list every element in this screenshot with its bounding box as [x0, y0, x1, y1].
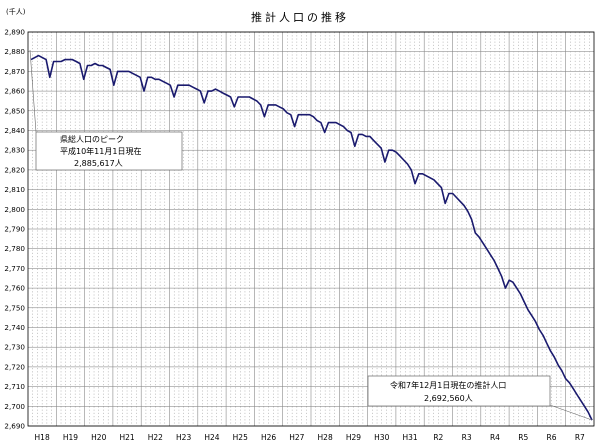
y-tick-label: 2,890 — [4, 28, 25, 37]
y-tick-label: 2,830 — [4, 146, 25, 155]
x-tick-label: R5 — [518, 433, 528, 442]
y-tick-label: 2,840 — [4, 126, 25, 135]
y-tick-label: 2,730 — [4, 343, 25, 352]
y-tick-label: 2,780 — [4, 244, 25, 253]
x-tick-label: H22 — [148, 433, 163, 442]
x-tick-label: H20 — [91, 433, 106, 442]
x-tick-label: R4 — [490, 433, 500, 442]
x-tick-label: R6 — [547, 433, 557, 442]
grid — [28, 31, 594, 427]
y-tick-label: 2,810 — [4, 185, 25, 194]
x-tick-label: H18 — [35, 433, 50, 442]
x-tick-label: H27 — [289, 433, 304, 442]
x-tick-label: H28 — [318, 433, 333, 442]
chart-title: 推計人口の推移 — [251, 10, 349, 24]
y-tick-label: 2,870 — [4, 67, 25, 76]
peak-annotation-box — [35, 131, 183, 171]
y-tick-label: 2,880 — [4, 47, 25, 56]
unit-label: (千人) — [6, 7, 26, 16]
current-annotation-box — [367, 375, 551, 407]
x-tick-label: H23 — [176, 433, 191, 442]
x-tick-label: H21 — [119, 433, 134, 442]
y-tick-label: 2,800 — [4, 205, 25, 214]
y-tick-label: 2,720 — [4, 362, 25, 371]
y-tick-label: 2,820 — [4, 165, 25, 174]
peak-annotation-line-3: 2,885,617人 — [74, 159, 123, 168]
current-annotation-leader — [549, 404, 593, 421]
plot-frame — [27, 31, 595, 427]
y-tick-label: 2,690 — [4, 422, 25, 431]
y-tick-label: 2,760 — [4, 284, 25, 293]
peak-annotation-line-2: 平成10年11月1日現在 — [60, 146, 141, 156]
y-tick-label: 2,710 — [4, 382, 25, 391]
x-tick-label: R7 — [575, 433, 585, 442]
y-tick-label: 2,790 — [4, 225, 25, 234]
x-axis-ticks: H18 H19 H20 H21 H22 H23 H24 H25 H26 H27 H28 H29 H30 H… — [35, 433, 586, 442]
x-tick-label: R3 — [462, 433, 472, 442]
y-axis-ticks: 2,890 2,880 2,870 2,860 2,850 2,840 2,830 2,820… — [4, 28, 25, 431]
x-tick-label: H24 — [204, 433, 219, 442]
x-tick-label: H25 — [233, 433, 248, 442]
peak-annotation-leader — [29, 49, 37, 133]
y-tick-label: 2,700 — [4, 402, 25, 411]
x-tick-label: H19 — [63, 433, 78, 442]
x-tick-label: H30 — [374, 433, 389, 442]
x-tick-label: R2 — [433, 433, 443, 442]
y-tick-label: 2,850 — [4, 106, 25, 115]
y-tick-label: 2,770 — [4, 264, 25, 273]
current-annotation-line-1: 令和7年12月1日現在の推計人口 — [390, 380, 506, 390]
x-tick-label: H31 — [402, 433, 417, 442]
peak-annotation-line-1: 県総人口のピーク — [60, 134, 124, 144]
y-tick-label: 2,860 — [4, 87, 25, 96]
series-group — [30, 54, 593, 421]
series-line — [30, 54, 593, 421]
y-tick-label: 2,740 — [4, 323, 25, 332]
current-annotation-line-2: 2,692,560人 — [424, 394, 473, 403]
y-tick-label: 2,750 — [4, 303, 25, 312]
x-tick-label: H26 — [261, 433, 276, 442]
x-tick-label: H29 — [346, 433, 361, 442]
